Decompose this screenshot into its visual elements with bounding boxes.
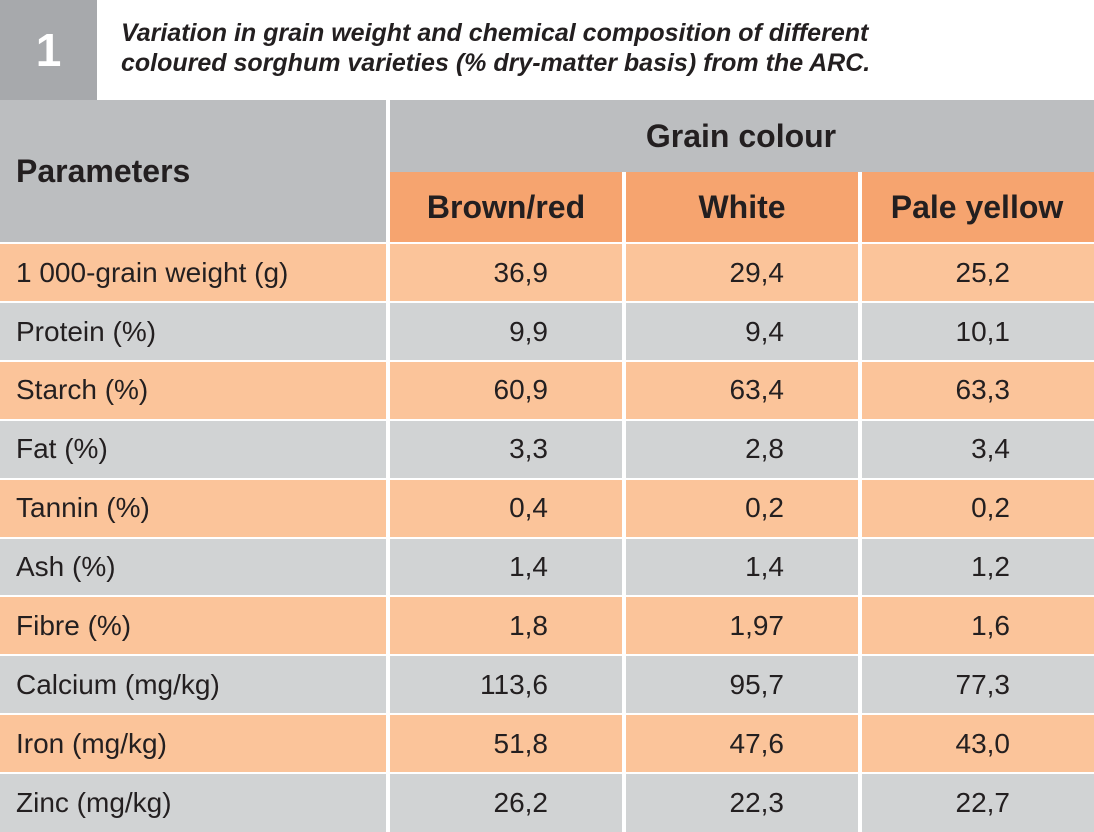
column-divider (386, 100, 390, 832)
table-cell: 25,2 (860, 243, 1094, 303)
cell-value: 3,3 (509, 433, 548, 465)
data-table: Parameters Grain colour Brown/red White … (0, 100, 1094, 832)
cell-value: 1,8 (509, 610, 548, 642)
table-cell: 22,7 (860, 773, 1094, 832)
table-cell: 0,2 (860, 478, 1094, 538)
table-cell: 1,4 (624, 537, 860, 597)
table-cell: 1,97 (624, 596, 860, 656)
table-cell: 9,9 (388, 301, 624, 362)
cell-value: 10,1 (955, 315, 1011, 347)
table-cell: 77,3 (860, 655, 1094, 715)
column-divider (858, 172, 862, 832)
cell-value: 36,9 (493, 256, 549, 288)
parameters-header: Parameters (0, 100, 388, 243)
table-cell: 113,6 (388, 655, 624, 715)
table-cell: 26,2 (388, 773, 624, 832)
column-header-pale-yellow: Pale yellow (860, 172, 1094, 243)
row-label: Starch (%) (0, 360, 388, 421)
cell-value: 63,3 (955, 374, 1011, 406)
row-divider (0, 418, 1094, 421)
cell-value: 63,4 (729, 374, 785, 406)
row-label: Tannin (%) (0, 478, 388, 538)
table-cell: 1,4 (388, 537, 624, 597)
cell-value: 77,3 (955, 668, 1011, 700)
cell-value: 22,3 (729, 786, 785, 818)
row-divider (0, 359, 1094, 362)
cell-value: 22,7 (955, 786, 1011, 818)
table-cell: 63,3 (860, 360, 1094, 421)
cell-value: 2,8 (745, 433, 784, 465)
cell-value: 95,7 (729, 668, 785, 700)
row-label: Fibre (%) (0, 596, 388, 656)
cell-value: 0,4 (509, 492, 548, 524)
row-label: Ash (%) (0, 537, 388, 597)
table-cell: 0,2 (624, 478, 860, 538)
cell-value: 113,6 (480, 668, 548, 700)
row-divider (0, 654, 1094, 657)
row-label: Iron (mg/kg) (0, 714, 388, 774)
table-cell: 2,8 (624, 419, 860, 480)
table-header-block: 1 Variation in grain weight and chemical… (0, 0, 1094, 100)
table-caption: Variation in grain weight and chemical c… (121, 18, 1081, 78)
cell-value: 9,4 (745, 315, 784, 347)
grain-colour-header: Grain colour (388, 100, 1094, 172)
table-cell: 10,1 (860, 301, 1094, 362)
table-cell: 60,9 (388, 360, 624, 421)
row-label: Fat (%) (0, 419, 388, 480)
cell-value: 26,2 (493, 786, 549, 818)
cell-value: 1,4 (509, 551, 548, 583)
column-divider (622, 172, 626, 832)
table-cell: 47,6 (624, 714, 860, 774)
table-cell: 3,4 (860, 419, 1094, 480)
cell-value: 3,4 (971, 433, 1010, 465)
row-divider (0, 536, 1094, 539)
row-label: Protein (%) (0, 301, 388, 362)
cell-value: 29,4 (729, 256, 785, 288)
cell-value: 47,6 (729, 727, 785, 759)
caption-line-1: Variation in grain weight and chemical c… (121, 19, 869, 47)
table-cell: 1,2 (860, 537, 1094, 597)
cell-value: 60,9 (493, 374, 549, 406)
row-divider (0, 595, 1094, 598)
cell-value: 1,97 (729, 610, 785, 642)
row-label: 1 000-grain weight (g) (0, 243, 388, 303)
cell-value: 25,2 (955, 256, 1011, 288)
row-label: Zinc (mg/kg) (0, 773, 388, 832)
table-cell: 43,0 (860, 714, 1094, 774)
table-cell: 1,8 (388, 596, 624, 656)
row-divider (0, 713, 1094, 716)
row-divider (0, 477, 1094, 480)
column-header-brown-red: Brown/red (388, 172, 624, 243)
cell-value: 51,8 (493, 727, 549, 759)
table-cell: 63,4 (624, 360, 860, 421)
table-cell: 9,4 (624, 301, 860, 362)
row-divider (0, 242, 1094, 244)
table-cell: 36,9 (388, 243, 624, 303)
table-cell: 3,3 (388, 419, 624, 480)
cell-value: 43,0 (955, 727, 1011, 759)
table-cell: 29,4 (624, 243, 860, 303)
cell-value: 9,9 (509, 315, 548, 347)
row-divider (0, 300, 1094, 303)
row-divider (0, 772, 1094, 775)
cell-value: 1,2 (971, 551, 1010, 583)
caption-line-2: coloured sorghum varieties (% dry-matter… (121, 49, 871, 77)
table-cell: 95,7 (624, 655, 860, 715)
table-cell: 51,8 (388, 714, 624, 774)
column-header-white: White (624, 172, 860, 243)
table-cell: 0,4 (388, 478, 624, 538)
table-number-badge: 1 (0, 0, 97, 100)
table-cell: 1,6 (860, 596, 1094, 656)
cell-value: 1,4 (745, 551, 784, 583)
cell-value: 0,2 (745, 492, 784, 524)
cell-value: 1,6 (971, 610, 1010, 642)
row-label: Calcium (mg/kg) (0, 655, 388, 715)
table-cell: 22,3 (624, 773, 860, 832)
cell-value: 0,2 (971, 492, 1010, 524)
